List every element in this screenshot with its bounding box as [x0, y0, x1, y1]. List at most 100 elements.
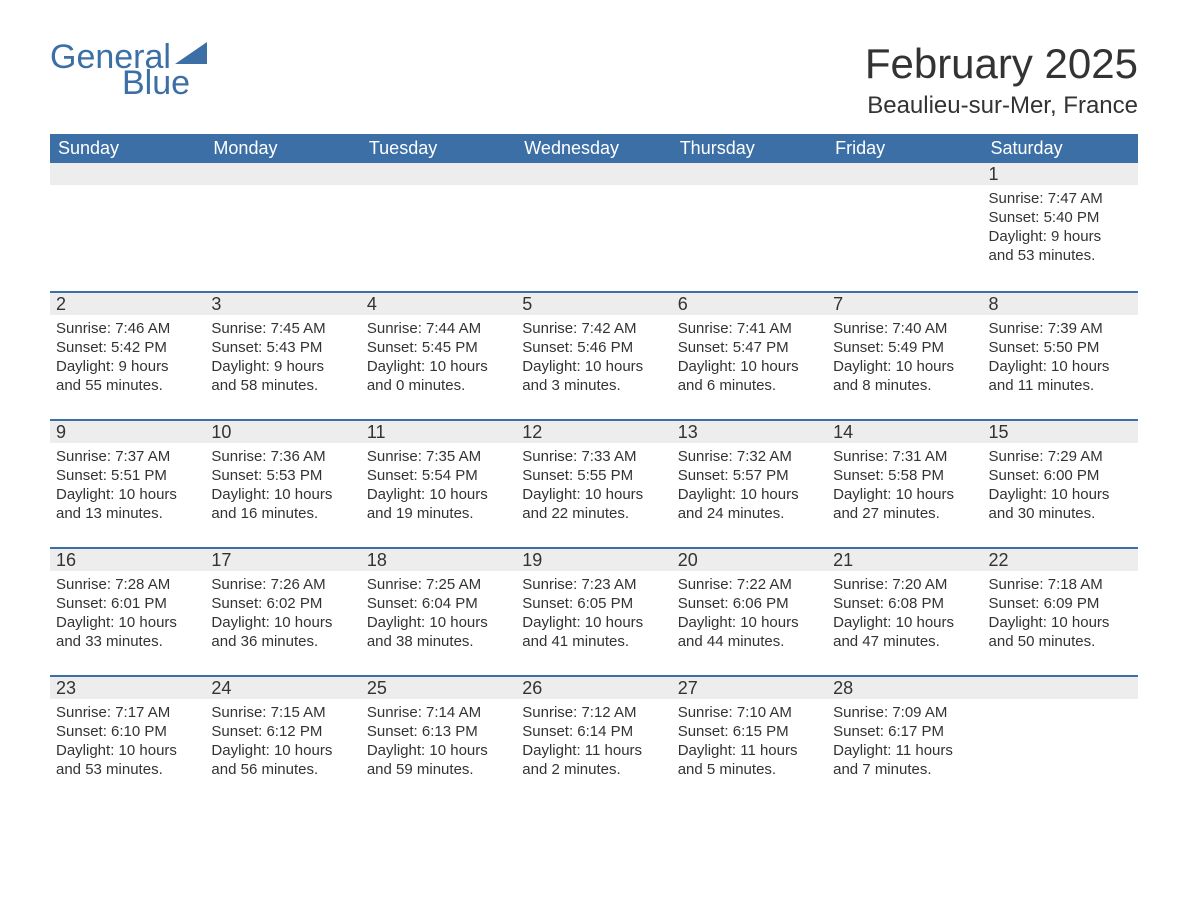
day-detail-line: Sunrise: 7:09 AM: [833, 703, 976, 722]
day-detail-line: Daylight: 10 hours: [56, 613, 199, 632]
day-detail-line: Daylight: 9 hours: [56, 357, 199, 376]
calendar-week-row: 2Sunrise: 7:46 AMSunset: 5:42 PMDaylight…: [50, 291, 1138, 419]
day-details: Sunrise: 7:31 AMSunset: 5:58 PMDaylight:…: [827, 443, 982, 523]
day-detail-line: Sunset: 5:42 PM: [56, 338, 199, 357]
day-details: Sunrise: 7:15 AMSunset: 6:12 PMDaylight:…: [205, 699, 360, 779]
day-detail-line: Sunset: 5:47 PM: [678, 338, 821, 357]
day-number: 2: [50, 291, 205, 315]
day-detail-line: Daylight: 10 hours: [989, 357, 1132, 376]
day-detail-line: Sunset: 6:15 PM: [678, 722, 821, 741]
day-detail-line: Daylight: 10 hours: [211, 741, 354, 760]
day-detail-line: and 22 minutes.: [522, 504, 665, 523]
day-detail-line: Daylight: 10 hours: [56, 741, 199, 760]
day-detail-line: Sunset: 6:05 PM: [522, 594, 665, 613]
day-detail-line: and 47 minutes.: [833, 632, 976, 651]
calendar-day-cell: 10Sunrise: 7:36 AMSunset: 5:53 PMDayligh…: [205, 419, 360, 547]
calendar-day-cell: 2Sunrise: 7:46 AMSunset: 5:42 PMDaylight…: [50, 291, 205, 419]
calendar-day-cell: 7Sunrise: 7:40 AMSunset: 5:49 PMDaylight…: [827, 291, 982, 419]
day-detail-line: Sunset: 6:01 PM: [56, 594, 199, 613]
logo-text-blue: Blue: [122, 66, 190, 100]
day-detail-line: and 0 minutes.: [367, 376, 510, 395]
empty-day-strip: [516, 163, 671, 185]
day-detail-line: and 30 minutes.: [989, 504, 1132, 523]
calendar-day-cell: 4Sunrise: 7:44 AMSunset: 5:45 PMDaylight…: [361, 291, 516, 419]
day-details: Sunrise: 7:18 AMSunset: 6:09 PMDaylight:…: [983, 571, 1138, 651]
day-details: Sunrise: 7:28 AMSunset: 6:01 PMDaylight:…: [50, 571, 205, 651]
day-number: 21: [827, 547, 982, 571]
day-detail-line: Daylight: 9 hours: [211, 357, 354, 376]
header: General Blue February 2025 Beaulieu-sur-…: [50, 40, 1138, 120]
day-number: 26: [516, 675, 671, 699]
calendar-day-cell: 24Sunrise: 7:15 AMSunset: 6:12 PMDayligh…: [205, 675, 360, 803]
day-detail-line: and 8 minutes.: [833, 376, 976, 395]
weekday-header: Friday: [827, 134, 982, 163]
weekday-header: Saturday: [983, 134, 1138, 163]
calendar-day-cell: 20Sunrise: 7:22 AMSunset: 6:06 PMDayligh…: [672, 547, 827, 675]
day-details: Sunrise: 7:17 AMSunset: 6:10 PMDaylight:…: [50, 699, 205, 779]
day-details: Sunrise: 7:14 AMSunset: 6:13 PMDaylight:…: [361, 699, 516, 779]
day-detail-line: Sunset: 6:13 PM: [367, 722, 510, 741]
empty-day-strip: [672, 163, 827, 185]
day-detail-line: Sunrise: 7:39 AM: [989, 319, 1132, 338]
calendar-day-cell: 22Sunrise: 7:18 AMSunset: 6:09 PMDayligh…: [983, 547, 1138, 675]
day-detail-line: Daylight: 10 hours: [678, 485, 821, 504]
day-detail-line: Daylight: 10 hours: [522, 357, 665, 376]
location-subtitle: Beaulieu-sur-Mer, France: [865, 92, 1138, 120]
calendar-day-cell: 14Sunrise: 7:31 AMSunset: 5:58 PMDayligh…: [827, 419, 982, 547]
day-number: 10: [205, 419, 360, 443]
day-number: 9: [50, 419, 205, 443]
day-detail-line: Daylight: 10 hours: [367, 357, 510, 376]
day-number: 13: [672, 419, 827, 443]
day-detail-line: Sunrise: 7:31 AM: [833, 447, 976, 466]
day-detail-line: Sunset: 5:53 PM: [211, 466, 354, 485]
month-title: February 2025: [865, 40, 1138, 88]
day-detail-line: and 36 minutes.: [211, 632, 354, 651]
day-details: Sunrise: 7:20 AMSunset: 6:08 PMDaylight:…: [827, 571, 982, 651]
day-detail-line: and 33 minutes.: [56, 632, 199, 651]
day-detail-line: and 11 minutes.: [989, 376, 1132, 395]
day-detail-line: Sunset: 5:43 PM: [211, 338, 354, 357]
day-detail-line: Sunset: 5:51 PM: [56, 466, 199, 485]
day-number: 15: [983, 419, 1138, 443]
calendar-week-row: 1Sunrise: 7:47 AMSunset: 5:40 PMDaylight…: [50, 163, 1138, 291]
weekday-header: Tuesday: [361, 134, 516, 163]
day-number: 6: [672, 291, 827, 315]
day-number: 11: [361, 419, 516, 443]
day-detail-line: Sunrise: 7:17 AM: [56, 703, 199, 722]
day-detail-line: and 19 minutes.: [367, 504, 510, 523]
day-detail-line: Daylight: 10 hours: [678, 357, 821, 376]
day-detail-line: and 27 minutes.: [833, 504, 976, 523]
calendar-day-cell: 27Sunrise: 7:10 AMSunset: 6:15 PMDayligh…: [672, 675, 827, 803]
day-number: 28: [827, 675, 982, 699]
day-number: 27: [672, 675, 827, 699]
day-detail-line: Sunset: 6:09 PM: [989, 594, 1132, 613]
day-detail-line: Daylight: 10 hours: [211, 485, 354, 504]
calendar-day-cell: 28Sunrise: 7:09 AMSunset: 6:17 PMDayligh…: [827, 675, 982, 803]
day-details: Sunrise: 7:29 AMSunset: 6:00 PMDaylight:…: [983, 443, 1138, 523]
day-detail-line: Daylight: 10 hours: [833, 613, 976, 632]
day-detail-line: and 58 minutes.: [211, 376, 354, 395]
day-detail-line: and 53 minutes.: [56, 760, 199, 779]
day-detail-line: Sunrise: 7:26 AM: [211, 575, 354, 594]
day-number: 24: [205, 675, 360, 699]
calendar-day-cell: 13Sunrise: 7:32 AMSunset: 5:57 PMDayligh…: [672, 419, 827, 547]
day-detail-line: and 3 minutes.: [522, 376, 665, 395]
day-detail-line: Sunset: 6:17 PM: [833, 722, 976, 741]
empty-day-strip: [983, 675, 1138, 699]
calendar-day-cell: 23Sunrise: 7:17 AMSunset: 6:10 PMDayligh…: [50, 675, 205, 803]
day-detail-line: and 2 minutes.: [522, 760, 665, 779]
weekday-header: Wednesday: [516, 134, 671, 163]
day-detail-line: Sunrise: 7:22 AM: [678, 575, 821, 594]
day-detail-line: Daylight: 10 hours: [367, 485, 510, 504]
calendar-empty-cell: [983, 675, 1138, 803]
day-detail-line: Sunrise: 7:33 AM: [522, 447, 665, 466]
day-detail-line: Daylight: 10 hours: [522, 613, 665, 632]
day-detail-line: Sunrise: 7:29 AM: [989, 447, 1132, 466]
day-details: Sunrise: 7:47 AMSunset: 5:40 PMDaylight:…: [983, 185, 1138, 265]
day-detail-line: Sunset: 5:45 PM: [367, 338, 510, 357]
day-number: 20: [672, 547, 827, 571]
day-detail-line: Sunrise: 7:12 AM: [522, 703, 665, 722]
day-number: 25: [361, 675, 516, 699]
day-details: Sunrise: 7:12 AMSunset: 6:14 PMDaylight:…: [516, 699, 671, 779]
calendar-day-cell: 18Sunrise: 7:25 AMSunset: 6:04 PMDayligh…: [361, 547, 516, 675]
